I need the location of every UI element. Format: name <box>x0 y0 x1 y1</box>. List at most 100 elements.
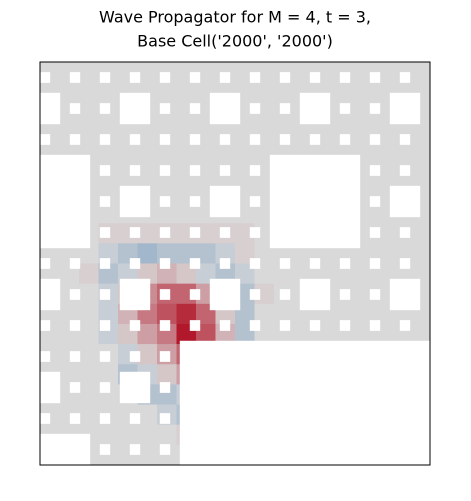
carpet-hole <box>159 320 171 331</box>
carpet-hole <box>399 423 411 435</box>
carpet-hole <box>299 392 311 404</box>
carpet-hole <box>189 258 201 269</box>
carpet-hole <box>99 351 111 362</box>
carpet-hole <box>129 72 141 83</box>
carpet-hole <box>409 454 421 466</box>
carpet-hole <box>179 444 191 455</box>
carpet-hole <box>179 382 191 393</box>
carpet-hole <box>339 340 351 352</box>
carpet-hole <box>209 454 221 466</box>
carpet-hole <box>49 371 61 383</box>
carpet-hole <box>419 340 431 352</box>
carpet-hole <box>49 154 61 166</box>
carpet-hole <box>199 444 211 455</box>
carpet-hole <box>249 227 261 238</box>
carpet-hole <box>249 413 261 424</box>
carpet-hole <box>279 196 291 207</box>
carpet-hole <box>389 392 401 404</box>
carpet-hole <box>269 206 281 218</box>
carpet-hole <box>389 92 401 104</box>
carpet-hole <box>69 433 81 445</box>
carpet-hole <box>39 278 51 290</box>
carpet-hole <box>319 361 331 373</box>
heat-cell <box>59 364 80 385</box>
carpet-hole <box>219 289 231 300</box>
carpet-hole <box>129 413 141 424</box>
carpet-hole <box>319 371 331 383</box>
carpet-hole <box>229 454 241 466</box>
heat-cell <box>157 142 177 164</box>
carpet-hole <box>349 237 361 249</box>
carpet-hole <box>349 165 361 176</box>
carpet-hole <box>339 402 351 414</box>
carpet-hole <box>319 185 331 197</box>
carpet-hole <box>209 361 221 373</box>
carpet-hole <box>269 351 281 362</box>
carpet-hole <box>309 340 321 352</box>
heat-cell <box>254 303 275 325</box>
carpet-hole <box>309 413 321 424</box>
carpet-hole <box>209 340 221 352</box>
carpet-hole <box>389 382 401 393</box>
carpet-hole <box>259 423 271 435</box>
carpet-hole <box>269 413 281 424</box>
heat-cell <box>79 82 99 103</box>
carpet-hole <box>399 351 411 362</box>
carpet-hole <box>329 423 341 435</box>
carpet-hole <box>319 175 331 187</box>
carpet-hole <box>289 175 301 187</box>
carpet-hole <box>349 454 361 466</box>
carpet-hole <box>49 196 61 207</box>
carpet-hole <box>209 289 221 300</box>
carpet-hole <box>419 433 431 445</box>
carpet-hole <box>79 196 91 207</box>
carpet-hole <box>299 278 311 290</box>
carpet-hole <box>219 361 231 373</box>
carpet-hole <box>349 216 361 228</box>
carpet-hole <box>269 361 281 373</box>
carpet-hole <box>389 361 401 373</box>
carpet-hole <box>339 103 351 114</box>
carpet-hole <box>299 402 311 414</box>
carpet-hole <box>269 185 281 197</box>
carpet-hole <box>299 361 311 373</box>
carpet-hole <box>189 289 201 300</box>
carpet-hole <box>299 113 311 125</box>
carpet-hole <box>129 382 141 393</box>
heat-cell <box>137 62 158 83</box>
carpet-hole <box>319 278 331 290</box>
carpet-hole <box>369 103 381 114</box>
carpet-hole <box>339 165 351 176</box>
carpet-hole <box>269 423 281 435</box>
carpet-hole <box>359 351 371 362</box>
carpet-hole <box>319 340 331 352</box>
carpet-hole <box>329 402 341 414</box>
carpet-hole <box>279 227 291 238</box>
heat-cell <box>352 82 372 103</box>
carpet-hole <box>229 402 241 414</box>
carpet-hole <box>179 402 191 414</box>
carpet-hole <box>199 392 211 404</box>
heat-cell <box>79 344 99 365</box>
carpet-hole <box>259 351 271 362</box>
carpet-hole <box>269 237 281 249</box>
carpet-hole <box>299 433 311 445</box>
carpet-hole <box>329 392 341 404</box>
carpet-hole <box>59 216 71 228</box>
carpet-hole <box>329 206 341 218</box>
carpet-hole <box>389 433 401 445</box>
carpet-hole <box>99 258 111 269</box>
carpet-hole <box>209 103 221 114</box>
carpet-hole <box>69 154 81 166</box>
carpet-hole <box>189 444 201 455</box>
carpet-hole <box>49 444 61 455</box>
carpet-hole <box>399 413 411 424</box>
carpet-hole <box>239 361 251 373</box>
carpet-hole <box>299 92 311 104</box>
carpet-hole <box>179 371 191 383</box>
carpet-hole <box>359 444 371 455</box>
carpet-hole <box>209 185 221 197</box>
carpet-hole <box>389 413 401 424</box>
carpet-hole <box>279 206 291 218</box>
carpet-hole <box>49 103 61 114</box>
